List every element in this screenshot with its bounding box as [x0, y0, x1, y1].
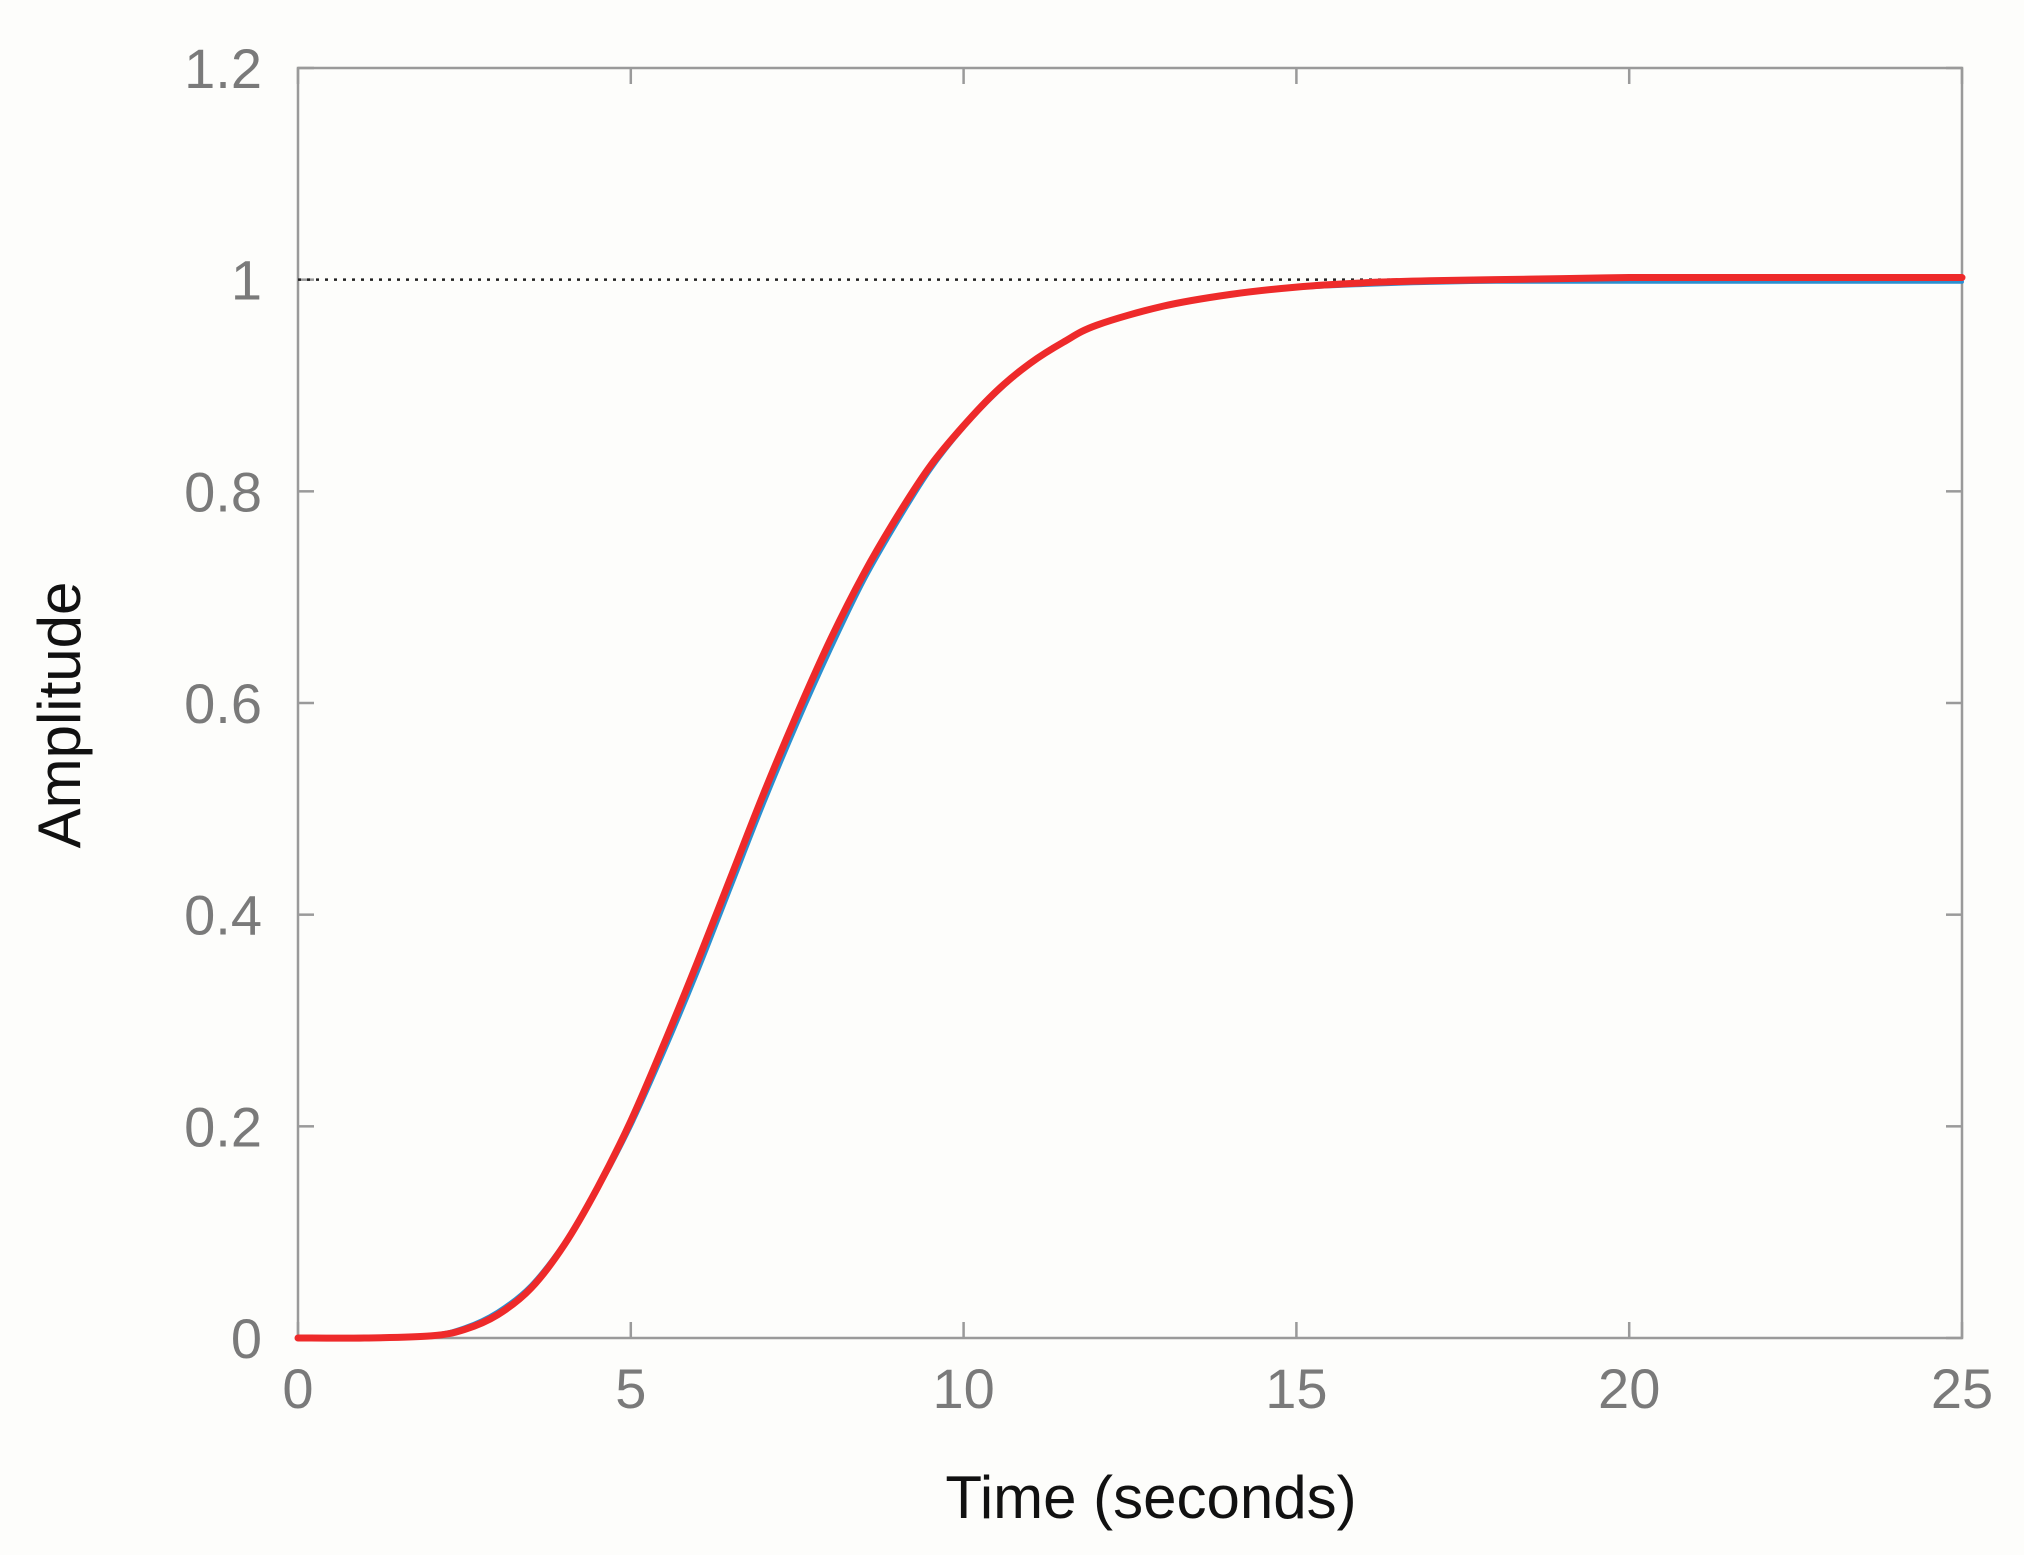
y-tick-label: 0.6: [184, 672, 262, 735]
x-axis-label: Time (seconds): [945, 1464, 1356, 1531]
y-tick-label: 0.2: [184, 1095, 262, 1158]
x-tick-label: 25: [1931, 1357, 1993, 1420]
x-tick-label: 15: [1265, 1357, 1327, 1420]
y-tick-label: 0.4: [184, 884, 262, 947]
y-tick-label: 1.2: [184, 37, 262, 100]
y-tick-label: 1: [231, 249, 262, 312]
x-tick-label: 0: [282, 1357, 313, 1420]
tick-labels: 0 5 10 15 20 25 0 0.2 0.4 0.6 0.8 1 1.2: [184, 37, 1993, 1420]
response-curve-red: [294, 273, 1966, 1342]
y-tick-label: 0: [231, 1307, 262, 1370]
axis-ticks: [296, 66, 1964, 1340]
y-tick-label: 0.8: [184, 460, 262, 523]
x-tick-label: 20: [1598, 1357, 1660, 1420]
x-tick-label: 10: [932, 1357, 994, 1420]
y-axis-label: Amplitude: [26, 582, 93, 849]
series-group: [294, 273, 1966, 1342]
plot-area-frame: [296, 66, 1964, 1340]
x-tick-label: 5: [615, 1357, 646, 1420]
